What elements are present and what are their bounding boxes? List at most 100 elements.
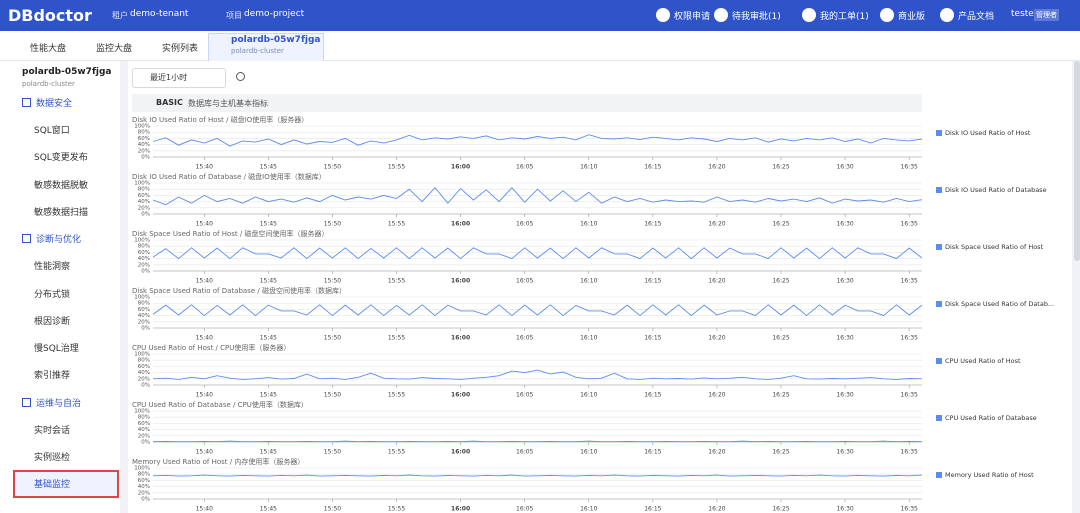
x-tick-label: 16:35 <box>901 449 918 456</box>
menu-item[interactable]: 慢SQL治理 <box>34 344 79 355</box>
charts: Disk IO Used Ratio of Host / 磁盘IO使用率（服务器… <box>132 115 1054 513</box>
legend-swatch <box>936 301 942 307</box>
y-tick-label: 0% <box>141 269 150 275</box>
x-tick-label: 15:45 <box>260 392 277 399</box>
tab[interactable]: 实例列表 <box>162 44 199 54</box>
header-button[interactable]: 产品文档 <box>958 12 995 22</box>
y-tick-label: 20% <box>138 319 150 325</box>
x-tick-label: 16:35 <box>901 221 918 228</box>
series-line <box>152 134 923 147</box>
legend-label: CPU Used Ratio of Database <box>945 414 1037 422</box>
y-tick-label: 0% <box>141 326 150 332</box>
tenant-select[interactable]: demo-tenant <box>130 9 189 19</box>
x-tick-label: 16:00 <box>451 335 470 342</box>
series-line <box>152 187 923 206</box>
active-tab[interactable] <box>208 33 324 61</box>
y-tick-label: 0% <box>141 440 150 446</box>
x-tick-label: 15:55 <box>388 392 405 399</box>
header-button-icon[interactable] <box>880 8 894 22</box>
y-tick-label: 20% <box>138 148 150 154</box>
header-button[interactable]: 商业版 <box>898 12 926 22</box>
x-tick-label: 15:45 <box>260 221 277 228</box>
x-tick-label: 16:30 <box>836 164 853 171</box>
menu-group[interactable]: 数据安全 <box>36 99 73 109</box>
legend-swatch <box>936 358 942 364</box>
content <box>128 61 1072 513</box>
header-button-icon[interactable] <box>656 8 670 22</box>
y-tick-label: 80% <box>138 244 150 250</box>
y-tick-label: 80% <box>138 130 150 136</box>
menu-item[interactable]: 敏感数据扫描 <box>34 207 89 218</box>
y-tick-label: 60% <box>138 136 150 142</box>
menu-item[interactable]: SQL窗口 <box>34 126 70 136</box>
x-tick-label: 16:35 <box>901 335 918 342</box>
y-tick-label: 40% <box>138 427 150 433</box>
group-icon <box>22 98 31 107</box>
x-tick-label: 15:50 <box>324 164 341 171</box>
x-tick-label: 16:10 <box>580 164 597 171</box>
x-tick-label: 15:40 <box>196 506 213 513</box>
x-tick-label: 16:20 <box>708 278 725 285</box>
chart-title: CPU Used Ratio of Host / CPU使用率（服务器） <box>132 343 290 352</box>
menu-item[interactable]: 性能洞察 <box>34 262 71 273</box>
header-button-icon[interactable] <box>802 8 816 22</box>
x-tick-label: 16:30 <box>836 392 853 399</box>
y-tick-label: 100% <box>134 181 150 187</box>
section-label: BASIC <box>156 98 183 107</box>
menu-item[interactable]: 实时会话 <box>34 425 71 436</box>
menu-item[interactable]: 索引推荐 <box>34 371 71 382</box>
legend-label: Disk Space Used Ratio of Datab... <box>945 300 1054 308</box>
x-tick-label: 16:25 <box>772 221 789 228</box>
user-name[interactable]: tester <box>1011 9 1038 19</box>
sidebar <box>0 61 120 513</box>
menu-item[interactable]: 基础监控 <box>34 480 71 491</box>
y-tick-label: 0% <box>141 212 150 218</box>
x-tick-label: 16:25 <box>772 392 789 399</box>
y-tick-label: 60% <box>138 364 150 370</box>
x-tick-label: 15:55 <box>388 449 405 456</box>
tab[interactable]: 性能大盘 <box>30 44 67 54</box>
x-tick-label: 15:55 <box>388 278 405 285</box>
menu-group[interactable]: 运维与自治 <box>36 398 82 409</box>
x-tick-label: 16:10 <box>580 449 597 456</box>
x-tick-label: 16:20 <box>708 221 725 228</box>
x-tick-label: 16:20 <box>708 449 725 456</box>
menu-item[interactable]: 敏感数据脱敏 <box>34 180 89 191</box>
y-tick-label: 60% <box>138 478 150 484</box>
menu-item[interactable]: SQL变更发布 <box>34 153 88 164</box>
time-range-select[interactable] <box>132 68 226 88</box>
chart-title: Disk Space Used Ratio of Database / 磁盘空间… <box>132 286 346 295</box>
y-tick-label: 20% <box>138 205 150 211</box>
menu-group[interactable]: 诊断与优化 <box>36 235 82 246</box>
x-tick-label: 15:55 <box>388 506 405 513</box>
y-tick-label: 0% <box>141 155 150 161</box>
x-tick-label: 15:45 <box>260 278 277 285</box>
chart-title: Disk IO Used Ratio of Host / 磁盘IO使用率（服务器… <box>132 115 308 124</box>
refresh-button[interactable] <box>236 72 245 81</box>
x-tick-label: 16:05 <box>516 506 533 513</box>
project-select[interactable]: demo-project <box>244 9 305 19</box>
menu-item[interactable]: 分布式锁 <box>34 289 71 300</box>
series-line <box>152 369 923 380</box>
menu-item[interactable]: 实例巡检 <box>34 453 71 463</box>
y-tick-label: 100% <box>134 238 150 244</box>
x-tick-label: 16:25 <box>772 278 789 285</box>
header-button-icon[interactable] <box>714 8 728 22</box>
x-tick-label: 15:40 <box>196 392 213 399</box>
x-tick-label: 16:30 <box>836 335 853 342</box>
menu-item[interactable]: 根因诊断 <box>34 316 71 327</box>
instance-name: polardb-05w7fjga <box>22 67 112 77</box>
x-tick-label: 16:25 <box>772 449 789 456</box>
x-tick-label: 16:15 <box>644 449 661 456</box>
tab[interactable]: 监控大盘 <box>96 44 133 54</box>
x-tick-label: 16:25 <box>772 506 789 513</box>
active-tab-subtitle: polardb-cluster <box>231 47 284 55</box>
header-button-icon[interactable] <box>940 8 954 22</box>
header-button[interactable]: 权限申请 <box>674 12 711 22</box>
header-button[interactable]: 待我审批(1) <box>732 12 781 22</box>
header-button[interactable]: 我的工单(1) <box>820 12 869 22</box>
y-tick-label: 100% <box>134 295 150 301</box>
x-tick-label: 15:40 <box>196 278 213 285</box>
section-description: 数据库与主机基本指标 <box>188 99 268 108</box>
y-tick-label: 20% <box>138 433 150 439</box>
